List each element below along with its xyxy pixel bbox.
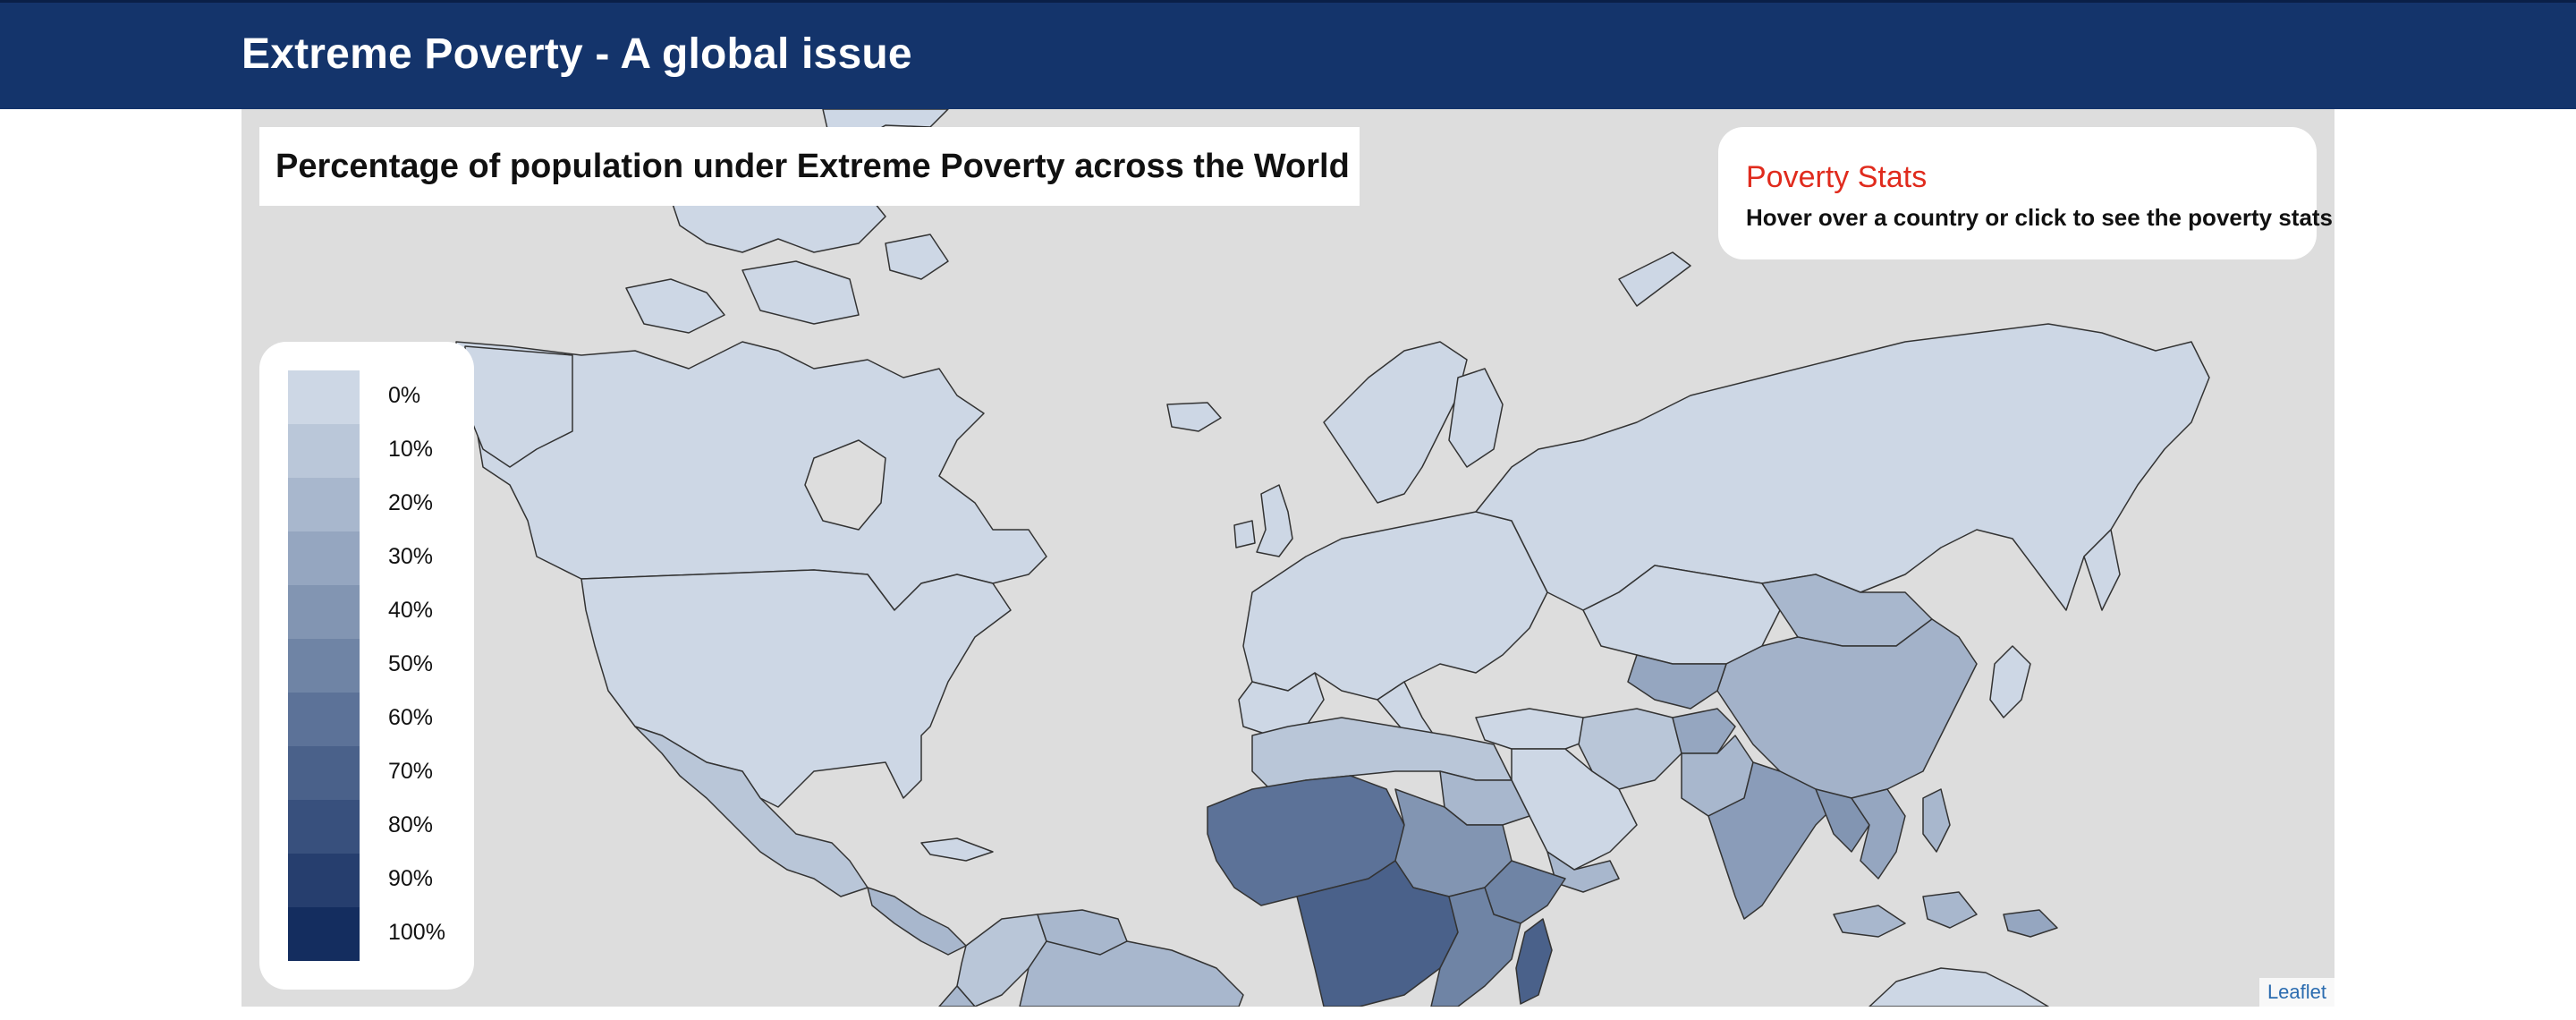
country-ireland[interactable] [1233, 520, 1256, 548]
legend-swatch [288, 639, 360, 693]
legend-label: 60% [388, 705, 434, 730]
country-iran[interactable] [1578, 708, 1682, 790]
legend-item: 20% [288, 478, 467, 531]
legend-label: 10% [388, 437, 434, 462]
region-central-asia[interactable] [1627, 654, 1727, 710]
stats-hint: Hover over a country or click to see the… [1746, 204, 2334, 231]
legend-label: 90% [388, 866, 434, 891]
country-japan[interactable] [1989, 645, 2031, 718]
country-indonesia-east[interactable] [1922, 891, 1978, 929]
stats-heading: Poverty Stats [1746, 160, 1928, 194]
country-canada-islands[interactable] [625, 278, 725, 334]
country-finland[interactable] [1448, 368, 1504, 468]
legend-item: 60% [288, 693, 467, 746]
legend-swatch [288, 693, 360, 746]
country-cuba[interactable] [920, 837, 994, 862]
map-legend: 0% 10% 20% 30% 40% 50% 60% 70% 80% 90% 1… [259, 342, 474, 990]
country-philippines[interactable] [1922, 788, 1951, 853]
app-header: Extreme Poverty - A global issue [0, 0, 2576, 109]
country-north-africa[interactable] [1251, 717, 1513, 790]
page-title: Extreme Poverty - A global issue [242, 30, 912, 78]
map-title: Percentage of population under Extreme P… [275, 147, 1350, 185]
legend-label: 70% [388, 759, 434, 784]
legend-swatch [288, 424, 360, 478]
country-madagascar[interactable] [1515, 918, 1553, 1005]
legend-swatch [288, 478, 360, 531]
legend-swatch [288, 370, 360, 424]
legend-item: 100% [288, 907, 467, 961]
legend-item: 40% [288, 585, 467, 639]
country-india[interactable] [1707, 761, 1835, 920]
legend-swatch [288, 585, 360, 639]
legend-label: 40% [388, 598, 434, 623]
legend-label: 50% [388, 651, 434, 676]
hudson-bay [804, 439, 886, 531]
leaflet-attribution-link[interactable]: Leaflet [2258, 978, 2334, 1007]
country-usa[interactable] [580, 569, 1012, 808]
country-novaya-zemlya[interactable] [1618, 251, 1691, 307]
legend-item: 0% [288, 370, 467, 424]
legend-item: 90% [288, 854, 467, 907]
country-kazakhstan[interactable] [1582, 565, 1781, 665]
legend-item: 30% [288, 531, 467, 585]
legend-label: 80% [388, 812, 434, 837]
country-australia[interactable] [1868, 967, 2049, 1007]
legend-label: 100% [388, 920, 445, 945]
country-afghanistan[interactable] [1672, 708, 1736, 754]
country-canada-islands[interactable] [741, 260, 860, 325]
legend-swatch [288, 907, 360, 961]
legend-label: 30% [388, 544, 434, 569]
poverty-stats-panel: Poverty Stats Hover over a country or cl… [1718, 127, 2334, 259]
country-central-america[interactable] [867, 887, 967, 956]
legend-label: 20% [388, 490, 434, 515]
legend-label: 0% [388, 383, 421, 408]
legend-item: 80% [288, 800, 467, 854]
legend-swatch [288, 854, 360, 907]
country-canada[interactable] [455, 341, 1047, 611]
region-southeast-asia[interactable] [1851, 788, 1906, 880]
legend-item: 70% [288, 746, 467, 800]
country-canada-islands[interactable] [885, 234, 949, 280]
country-brazil[interactable] [1019, 940, 1244, 1007]
legend-item: 10% [288, 424, 467, 478]
country-china[interactable] [1716, 618, 1978, 799]
country-colombia[interactable] [956, 914, 1047, 1007]
country-east-africa[interactable] [1430, 887, 1521, 1007]
country-iceland[interactable] [1166, 402, 1222, 432]
map-title-box: Percentage of population under Extreme P… [259, 127, 1360, 206]
country-papua-new-guinea[interactable] [2003, 909, 2058, 938]
country-uk[interactable] [1256, 484, 1293, 557]
map-layer[interactable] [242, 109, 2334, 1007]
legend-swatch [288, 531, 360, 585]
country-norway-sweden[interactable] [1323, 341, 1468, 504]
country-indonesia[interactable] [1833, 905, 1906, 938]
legend-item: 50% [288, 639, 467, 693]
world-map[interactable]: Percentage of population under Extreme P… [242, 109, 2334, 1007]
country-kamchatka[interactable] [2083, 529, 2121, 611]
country-peru[interactable] [938, 985, 976, 1007]
legend-swatch [288, 746, 360, 800]
legend-swatch [288, 800, 360, 854]
